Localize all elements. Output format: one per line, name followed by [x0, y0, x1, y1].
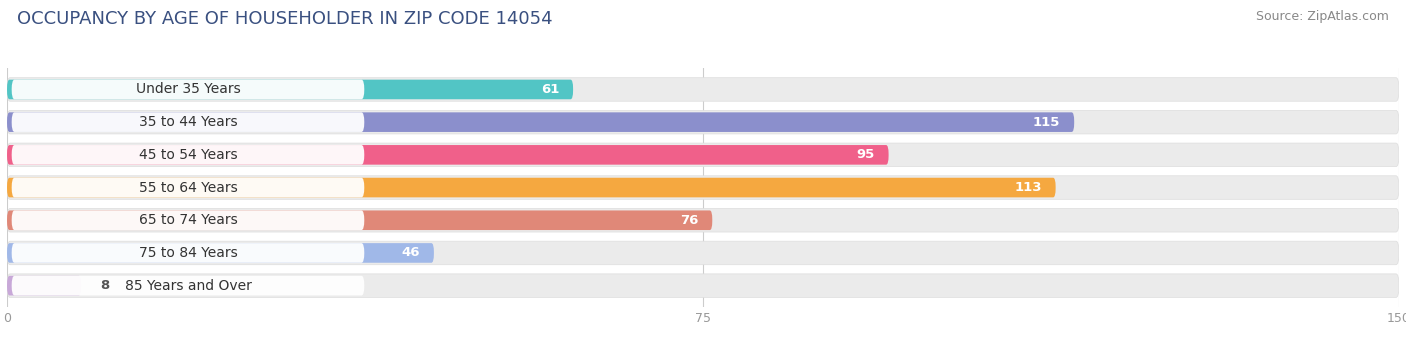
FancyBboxPatch shape: [7, 210, 713, 230]
FancyBboxPatch shape: [7, 145, 889, 165]
FancyBboxPatch shape: [11, 276, 364, 295]
Text: Under 35 Years: Under 35 Years: [135, 83, 240, 97]
FancyBboxPatch shape: [7, 274, 1399, 297]
FancyBboxPatch shape: [7, 78, 1399, 101]
Text: 76: 76: [681, 214, 699, 227]
Text: 55 to 64 Years: 55 to 64 Years: [139, 180, 238, 195]
FancyBboxPatch shape: [11, 80, 364, 99]
FancyBboxPatch shape: [7, 143, 1399, 167]
Text: 75 to 84 Years: 75 to 84 Years: [139, 246, 238, 260]
Text: Source: ZipAtlas.com: Source: ZipAtlas.com: [1256, 10, 1389, 23]
FancyBboxPatch shape: [7, 110, 1399, 134]
Text: 46: 46: [402, 247, 420, 260]
FancyBboxPatch shape: [11, 178, 364, 197]
Text: 8: 8: [100, 279, 110, 292]
Text: 85 Years and Over: 85 Years and Over: [125, 279, 252, 293]
Text: OCCUPANCY BY AGE OF HOUSEHOLDER IN ZIP CODE 14054: OCCUPANCY BY AGE OF HOUSEHOLDER IN ZIP C…: [17, 10, 553, 28]
FancyBboxPatch shape: [7, 241, 1399, 265]
Text: 113: 113: [1014, 181, 1042, 194]
FancyBboxPatch shape: [11, 210, 364, 230]
FancyBboxPatch shape: [7, 176, 1399, 199]
Text: 35 to 44 Years: 35 to 44 Years: [139, 115, 238, 129]
Text: 45 to 54 Years: 45 to 54 Years: [139, 148, 238, 162]
FancyBboxPatch shape: [7, 112, 1074, 132]
FancyBboxPatch shape: [11, 112, 364, 132]
FancyBboxPatch shape: [7, 208, 1399, 232]
Text: 95: 95: [856, 148, 875, 161]
FancyBboxPatch shape: [7, 80, 574, 99]
FancyBboxPatch shape: [11, 243, 364, 263]
Text: 65 to 74 Years: 65 to 74 Years: [139, 213, 238, 227]
Text: 115: 115: [1033, 116, 1060, 129]
FancyBboxPatch shape: [7, 243, 434, 263]
FancyBboxPatch shape: [7, 178, 1056, 197]
Text: 61: 61: [541, 83, 560, 96]
FancyBboxPatch shape: [11, 145, 364, 165]
FancyBboxPatch shape: [7, 276, 82, 295]
